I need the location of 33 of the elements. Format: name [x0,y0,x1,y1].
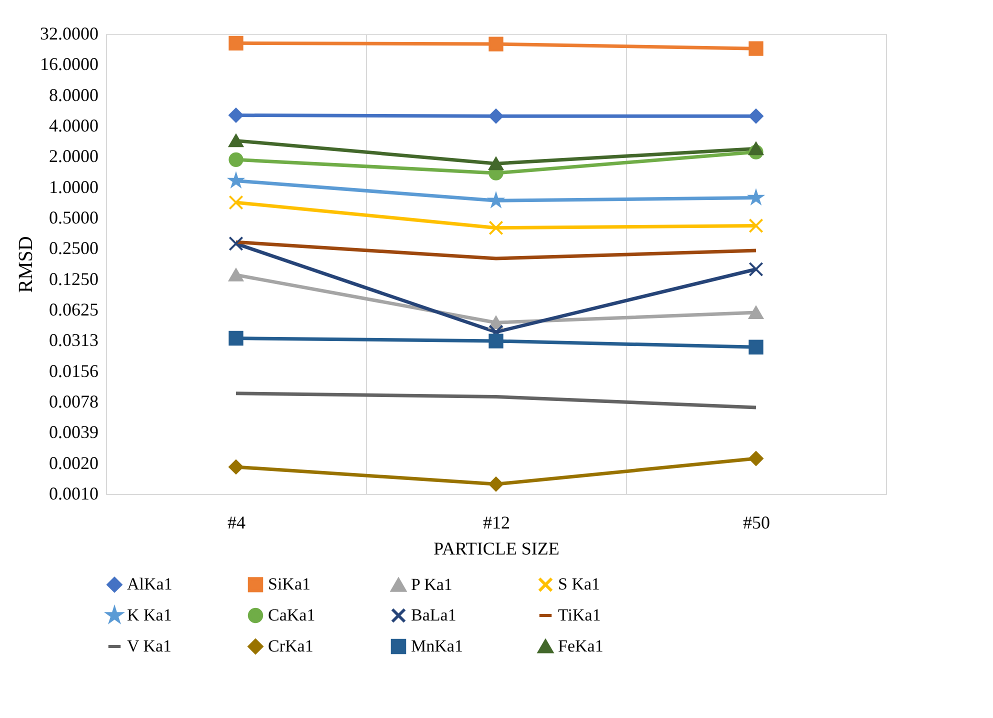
y-tick-label: 32.0000 [40,24,98,44]
legend-label: SiKa1 [268,574,310,594]
y-tick-label: 0.1250 [49,268,98,289]
y-tick-label: 0.0010 [49,484,98,504]
y-axis-title: RMSD [15,236,37,293]
y-tick-label: 0.0313 [49,330,98,350]
legend-label: AlKa1 [127,574,172,594]
y-tick-label: 0.5000 [49,208,98,228]
legend-label: MnKa1 [411,636,463,656]
y-tick-label: 0.2500 [49,238,98,258]
y-tick-label: 8.0000 [49,84,98,105]
y-tick-label: 0.0078 [49,392,98,412]
y-tick-label: 2.0000 [49,146,98,166]
x-axis-title: PARTICLE SIZE [434,538,560,558]
x-tick-label: #50 [743,512,770,532]
legend-label: V Ka1 [127,636,172,656]
legend-label: FeKa1 [558,636,604,656]
y-tick-label: 1.0000 [49,176,98,197]
legend-label: CrKa1 [268,636,314,656]
legend-label: CaKa1 [268,606,316,624]
y-tick-label: 0.0625 [49,300,98,320]
x-tick-label: #4 [228,512,246,532]
legend-label: K Ka1 [127,606,172,624]
y-tick-label: 0.0020 [49,452,98,473]
legend-label: TiKa1 [558,606,601,624]
y-tick-label: 0.0039 [49,422,98,442]
legend-label: BaLa1 [411,606,456,624]
y-tick-label: 0.0156 [49,360,98,381]
y-tick-label: 4.0000 [49,116,98,136]
y-tick-label: 16.0000 [40,54,98,74]
legend-label: S Ka1 [558,574,600,594]
legend-label: P Ka1 [411,575,452,594]
x-tick-label: #12 [483,512,510,532]
